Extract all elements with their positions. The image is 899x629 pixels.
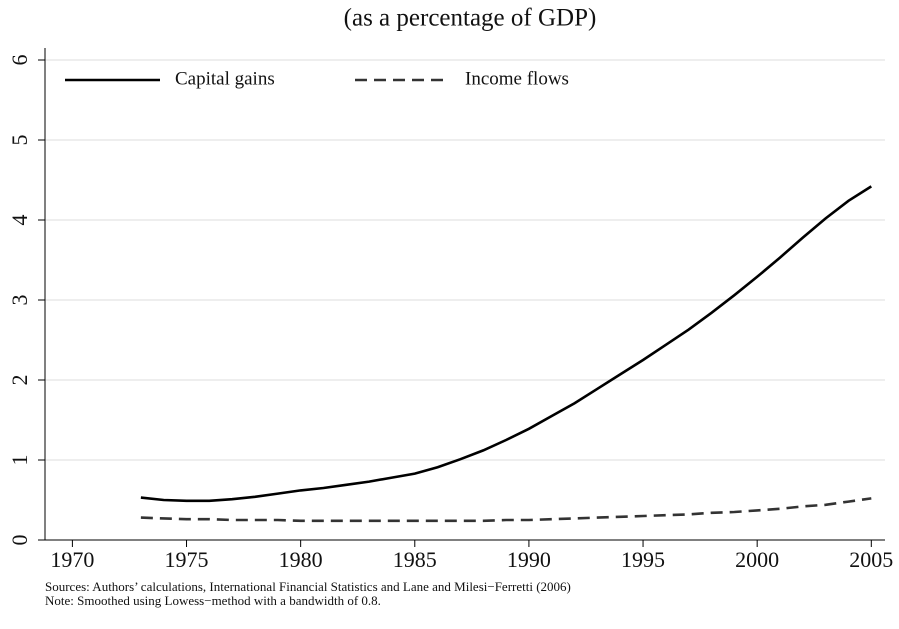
y-tick-label: 6: [7, 55, 32, 66]
y-tick-label: 4: [7, 215, 32, 226]
y-tick-label: 0: [7, 535, 32, 546]
legend-label: Income flows: [465, 68, 569, 89]
x-tick-label: 2005: [849, 547, 893, 572]
note: Sources: Authors’ calculations, Internat…: [45, 579, 571, 594]
x-tick-label: 1975: [165, 547, 209, 572]
x-tick-label: 1970: [50, 547, 94, 572]
x-tick-label: 1980: [279, 547, 323, 572]
chart-title: (as a percentage of GDP): [344, 5, 597, 32]
x-tick-label: 1990: [507, 547, 551, 572]
x-tick-label: 2000: [735, 547, 779, 572]
legend-label: Capital gains: [175, 68, 275, 89]
y-tick-label: 5: [7, 135, 32, 146]
note: Note: Smoothed using Lowess−method with …: [45, 593, 381, 608]
y-tick-label: 2: [7, 375, 32, 386]
y-tick-label: 3: [7, 295, 32, 306]
x-tick-label: 1995: [621, 547, 665, 572]
y-tick-label: 1: [7, 455, 32, 466]
series-line: [140, 185, 872, 503]
x-tick-label: 1985: [393, 547, 437, 572]
series-line: [140, 497, 872, 523]
